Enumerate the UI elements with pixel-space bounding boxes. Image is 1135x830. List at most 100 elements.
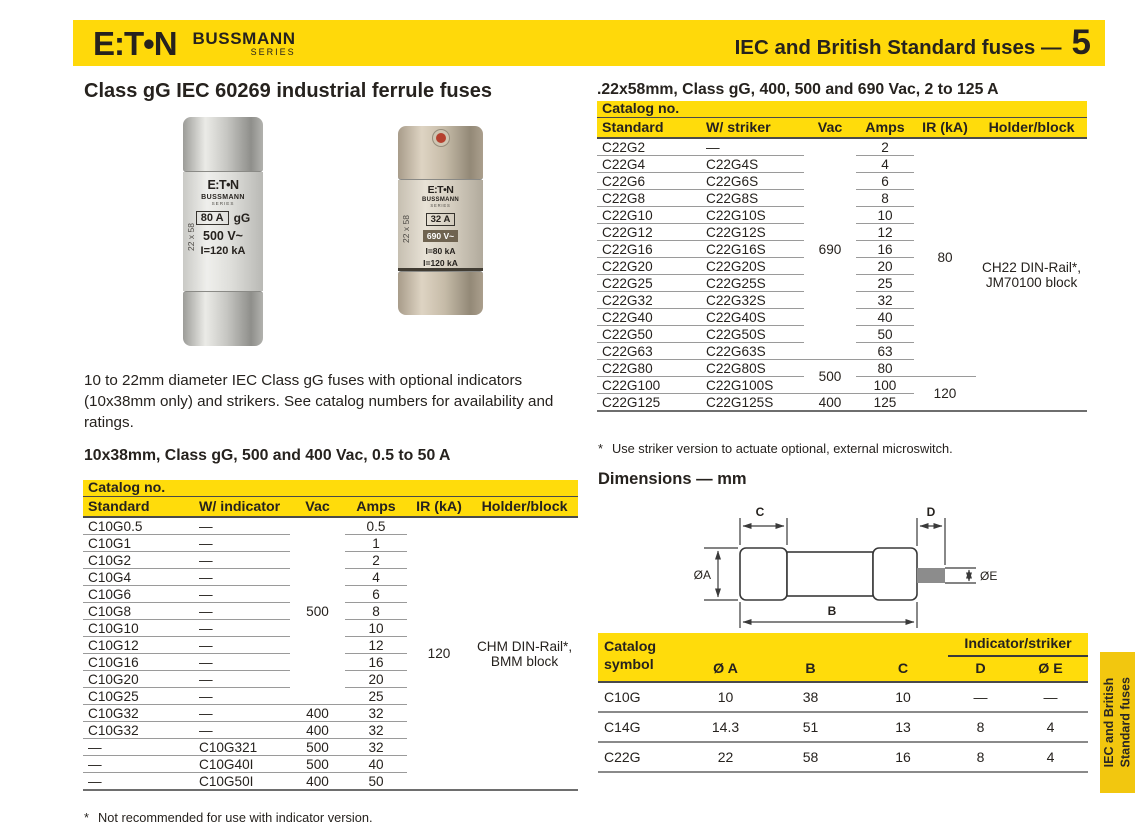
- dimensions-heading: Dimensions — mm: [598, 470, 747, 488]
- table-cell: —: [195, 670, 290, 688]
- table-cell: 1: [345, 534, 407, 552]
- banner-title: IEC and British Standard fuses — 5: [735, 23, 1091, 63]
- table-cell: C10G0.5: [83, 517, 195, 535]
- table-title-22x58: .22x58mm, Class gG, 400, 500 and 690 Vac…: [597, 81, 999, 98]
- table-cell: C22G40: [597, 308, 702, 326]
- fuse-body: E:T•N BUSSMANN SERIES 32 A 690 V~ I=80 k…: [398, 179, 483, 271]
- dimension-drawing: C D ØA ØE B: [694, 505, 997, 628]
- table-cell: 12: [856, 223, 914, 241]
- eaton-logo: E:T•N: [93, 24, 178, 62]
- table-title-10x38: 10x38mm, Class gG, 500 and 400 Vac, 0.5 …: [84, 447, 451, 464]
- striker-indicator-dot: [435, 133, 446, 143]
- table-cell: 10: [688, 682, 763, 713]
- table-cell: C22G63S: [702, 342, 804, 360]
- fuse-photo-22x58-32A: E:T•N BUSSMANN SERIES 32 A 690 V~ I=80 k…: [398, 126, 483, 315]
- table-cell: —: [195, 636, 290, 654]
- table-cell: C10G2: [83, 551, 195, 569]
- table-cell: 500: [290, 517, 345, 705]
- footnote-text: Use striker version to actuate optional,…: [611, 441, 953, 456]
- table-row: C22G80 C22G80S 500 80: [597, 359, 1087, 394]
- catalog-no-header: Catalog no.: [597, 101, 1088, 118]
- dim-label-d: D: [927, 505, 936, 519]
- col-header-w-indicator: W/ indicator: [195, 496, 290, 518]
- table-cell: —: [195, 721, 290, 739]
- table-cell: —: [195, 568, 290, 586]
- table-cell: 63: [856, 342, 914, 360]
- table-cell: C10G6: [83, 585, 195, 603]
- table-row: C14G 14.3 51 13 8 4: [598, 712, 1089, 743]
- table-cell: C22G100S: [702, 376, 804, 394]
- table-row: C10G6— 6: [83, 585, 578, 603]
- table-cell: 40: [856, 308, 914, 326]
- table-cell: 38: [763, 682, 858, 713]
- table-cell: C22G4: [597, 155, 702, 173]
- table-cell: C10G50I: [199, 773, 254, 789]
- table-cell: C10G25: [83, 687, 195, 705]
- table-cell: —: [195, 704, 290, 722]
- table-cell: C10G: [598, 682, 688, 713]
- striker-pin: [917, 568, 945, 583]
- table-cell: C22G6: [597, 172, 702, 190]
- table-cell: 20: [345, 670, 407, 688]
- table-row: C10G 10 38 10— —: [598, 682, 1089, 713]
- table-cell: 500: [290, 738, 345, 756]
- col-header-holder: Holder/block: [976, 117, 1088, 139]
- table-cell: —: [195, 517, 290, 535]
- table-row: C10G0.5—500 0.5 120 CHM DIN-Rail*, BMM block: [83, 517, 578, 705]
- table-cell: 40: [345, 755, 407, 773]
- fuse-body: E:T•N BUSSMANN SERIES 80 A gG 500 V~ I=1…: [183, 172, 263, 291]
- table-cell: —: [83, 738, 195, 756]
- table-row: C22G10 C22G10S 10: [597, 206, 1087, 224]
- table-cell: 400: [290, 721, 345, 739]
- fuse-class: gG: [233, 211, 251, 225]
- table-cell: C22G20S: [702, 257, 804, 275]
- table-cell: 51: [763, 712, 858, 743]
- table-cell: C22G12: [597, 223, 702, 241]
- footnote-text: Not recommended for use with indicator v…: [97, 810, 373, 825]
- table-cell: C22G40S: [702, 308, 804, 326]
- table-cell: C22G16S: [702, 240, 804, 258]
- brand-series: SERIES: [250, 46, 296, 57]
- col-header-amps: Amps: [345, 496, 407, 518]
- fuse-size-label: 22 x 58: [186, 222, 196, 251]
- table-cell: 100: [856, 376, 914, 394]
- fuse-size-label: 22 x 58: [401, 214, 411, 243]
- table-cell: C22G63: [597, 342, 702, 360]
- table-cell: —: [88, 773, 102, 789]
- dim-label-a: ØA: [694, 568, 711, 582]
- table-cell: —: [195, 619, 290, 637]
- table-row: C10G4— 4: [83, 568, 578, 586]
- table-cell: —: [195, 687, 290, 705]
- col-header-ir: IR (kA): [407, 496, 471, 518]
- table-row: C22G50 C22G50S 50: [597, 325, 1087, 343]
- table-cell: C22G25S: [702, 274, 804, 292]
- footnote-asterisk: *: [84, 810, 89, 825]
- edge-tab-label: IEC and British Standard fuses: [1102, 677, 1133, 768]
- table-cell: C22G10S: [702, 206, 804, 224]
- fuse-voltage: 500 V~: [203, 229, 243, 243]
- fuse-breaking-capacity-1: I=80 kA: [425, 245, 456, 256]
- table-cell: C22G8: [597, 189, 702, 207]
- table-cell: C10G8: [83, 602, 195, 620]
- table-cell: CHM DIN-Rail*, BMM block: [476, 638, 573, 669]
- page-title: IEC and British Standard fuses —: [734, 36, 1062, 59]
- footnote-right: * Use striker version to actuate optional…: [598, 441, 953, 456]
- table-cell: C10G321: [195, 738, 290, 756]
- table-cell: C22G6S: [702, 172, 804, 190]
- dimensions-table: Catalog symbol Indicator/striker Ø A B C …: [598, 633, 1089, 773]
- table-row: C10G10— 10: [83, 619, 578, 637]
- col-header-vac: Vac: [804, 117, 856, 139]
- table-cell: 500: [804, 359, 856, 394]
- table-cell: C22G32: [597, 291, 702, 309]
- dim-label-b: B: [828, 604, 837, 618]
- table-cell: —: [195, 534, 290, 552]
- fuse-amp-rating: 32 A: [425, 212, 456, 226]
- table-row: C22G40 C22G40S 40: [597, 308, 1087, 326]
- dim-label-e: ØE: [980, 569, 997, 583]
- table-cell: C22G50: [597, 325, 702, 343]
- table-row: — C10G40I 500 40: [83, 755, 578, 773]
- col-header-ir: IR (kA): [914, 117, 976, 139]
- section-heading: Class gG IEC 60269 industrial ferrule fu…: [84, 80, 492, 102]
- table-cell: 13: [858, 712, 948, 743]
- table-cell: 8: [976, 749, 985, 765]
